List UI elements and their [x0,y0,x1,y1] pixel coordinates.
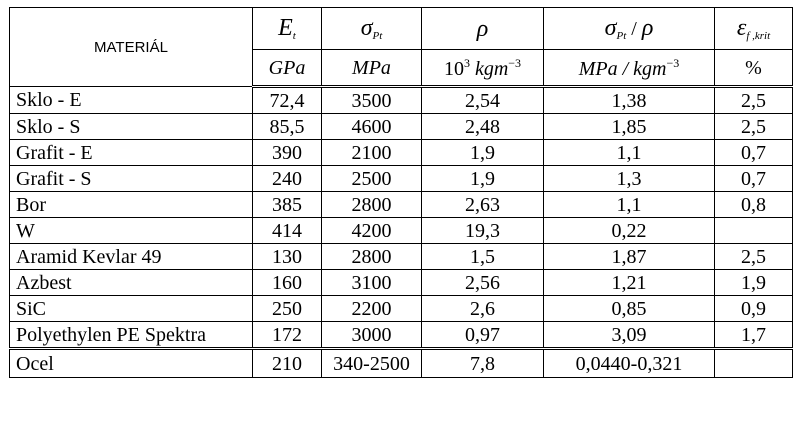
cell-ratio: 0,22 [543,217,715,244]
material-name: Polyethylen PE Spektra [9,321,253,349]
cell-eps: 0,7 [714,165,793,192]
material-name: Ocel [9,347,253,378]
header-ratio-unit: MPa / kgm−3 [543,49,715,88]
cell-ratio: 1,1 [543,139,715,166]
header-row-units: GPa MPa 103 kgm−3 MPa / kgm−3 % [10,49,793,88]
cell-e: 414 [252,217,322,244]
cell-e: 172 [252,321,322,349]
cell-e: 385 [252,191,322,218]
cell-sigma: 2100 [321,139,422,166]
table-row: Polyethylen PE Spektra 172 3000 0,97 3,0… [9,321,793,349]
cell-eps: 1,7 [714,321,793,349]
header-e-unit: GPa [252,49,322,88]
material-header: MATERIÁL [9,7,253,87]
table-row: W 414 4200 19,3 0,22 [9,217,793,244]
cell-e: 240 [252,165,322,192]
cell-ratio: 3,09 [543,321,715,349]
cell-ratio: 1,38 [543,86,715,114]
header-e-symbol: Et [252,7,322,50]
header-eps-unit: % [714,49,793,88]
header-sigma-unit: MPa [321,49,422,88]
cell-e: 390 [252,139,322,166]
material-name: Sklo - S [9,113,253,140]
cell-eps: 2,5 [714,86,793,114]
table-row: Aramid Kevlar 49 130 2800 1,5 1,87 2,5 [9,243,793,270]
table-row: Grafit - E 390 2100 1,9 1,1 0,7 [9,139,793,166]
cell-sigma: 2200 [321,295,422,322]
table-row: Bor 385 2800 2,63 1,1 0,8 [9,191,793,218]
header-ratio-symbol: σPt / ρ [543,7,715,50]
cell-rho: 2,56 [421,269,544,296]
table-row: SiC 250 2200 2,6 0,85 0,9 [9,295,793,322]
cell-e: 160 [252,269,322,296]
cell-rho: 7,8 [421,347,544,378]
cell-e: 210 [252,347,322,378]
cell-eps: 0,9 [714,295,793,322]
header-rho-unit: 103 kgm−3 [421,49,544,88]
cell-rho: 0,97 [421,321,544,349]
cell-eps [714,347,793,378]
material-name: SiC [9,295,253,322]
material-name: W [9,217,253,244]
materials-table: MATERIÁL Et σPt ρ σPt / ρ εf ,krit GPa M… [9,7,793,378]
cell-rho: 2,54 [421,86,544,114]
cell-ratio: 0,0440-0,321 [543,347,715,378]
cell-sigma: 2500 [321,165,422,192]
table-row: Sklo - E 72,4 3500 2,54 1,38 2,5 [9,86,793,114]
cell-e: 72,4 [252,86,322,114]
cell-eps [714,217,793,244]
cell-sigma: 3100 [321,269,422,296]
cell-sigma: 340-2500 [321,347,422,378]
cell-ratio: 1,21 [543,269,715,296]
material-name: Azbest [9,269,253,296]
cell-rho: 1,9 [421,139,544,166]
header-eps-symbol: εf ,krit [714,7,793,50]
table-row: Grafit - S 240 2500 1,9 1,3 0,7 [9,165,793,192]
cell-eps: 2,5 [714,113,793,140]
cell-sigma: 3000 [321,321,422,349]
cell-ratio: 1,87 [543,243,715,270]
cell-eps: 1,9 [714,269,793,296]
cell-sigma: 3500 [321,86,422,114]
cell-sigma: 4200 [321,217,422,244]
material-name: Bor [9,191,253,218]
cell-sigma: 2800 [321,191,422,218]
cell-ratio: 0,85 [543,295,715,322]
table-row: Ocel 210 340-2500 7,8 0,0440-0,321 [9,347,793,378]
cell-sigma: 4600 [321,113,422,140]
cell-e: 250 [252,295,322,322]
cell-sigma: 2800 [321,243,422,270]
header-rho-symbol: ρ [421,7,544,50]
cell-e: 130 [252,243,322,270]
cell-ratio: 1,1 [543,191,715,218]
cell-eps: 0,8 [714,191,793,218]
table-row: Azbest 160 3100 2,56 1,21 1,9 [9,269,793,296]
material-name: Sklo - E [9,86,253,114]
cell-eps: 0,7 [714,139,793,166]
header-row-symbols: MATERIÁL Et σPt ρ σPt / ρ εf ,krit [9,7,793,87]
cell-rho: 1,5 [421,243,544,270]
cell-eps: 2,5 [714,243,793,270]
cell-ratio: 1,85 [543,113,715,140]
material-name: Aramid Kevlar 49 [9,243,253,270]
cell-rho: 1,9 [421,165,544,192]
cell-rho: 2,63 [421,191,544,218]
table-row: Sklo - S 85,5 4600 2,48 1,85 2,5 [9,113,793,140]
cell-e: 85,5 [252,113,322,140]
material-name: Grafit - S [9,165,253,192]
cell-rho: 2,48 [421,113,544,140]
material-name: Grafit - E [9,139,253,166]
cell-rho: 19,3 [421,217,544,244]
cell-ratio: 1,3 [543,165,715,192]
header-sigma-symbol: σPt [321,7,422,50]
cell-rho: 2,6 [421,295,544,322]
